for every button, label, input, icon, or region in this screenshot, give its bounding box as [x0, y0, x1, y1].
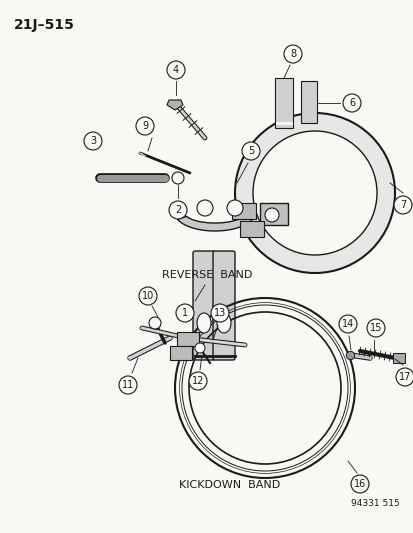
Circle shape	[242, 142, 259, 160]
Text: 13: 13	[214, 308, 225, 318]
Text: 10: 10	[142, 291, 154, 301]
Circle shape	[189, 372, 206, 390]
Circle shape	[395, 368, 413, 386]
Circle shape	[264, 208, 278, 222]
Text: 2: 2	[174, 205, 181, 215]
Circle shape	[171, 172, 183, 184]
Polygon shape	[166, 100, 183, 110]
Text: 94331 515: 94331 515	[350, 499, 399, 508]
FancyBboxPatch shape	[169, 346, 191, 360]
Circle shape	[195, 343, 204, 353]
FancyBboxPatch shape	[300, 81, 316, 123]
FancyBboxPatch shape	[176, 332, 198, 346]
Text: REVERSE  BAND: REVERSE BAND	[161, 270, 252, 280]
Circle shape	[366, 319, 384, 337]
Circle shape	[211, 304, 228, 322]
Circle shape	[393, 196, 411, 214]
Circle shape	[350, 475, 368, 493]
Text: 17: 17	[398, 372, 410, 382]
Text: 14: 14	[341, 319, 353, 329]
Circle shape	[84, 132, 102, 150]
Text: 15: 15	[369, 323, 381, 333]
Circle shape	[176, 304, 194, 322]
Polygon shape	[177, 216, 252, 231]
Text: 3: 3	[90, 136, 96, 146]
Circle shape	[119, 376, 137, 394]
Text: 21J–515: 21J–515	[14, 18, 75, 32]
Text: 16: 16	[353, 479, 365, 489]
Circle shape	[139, 287, 157, 305]
Circle shape	[283, 45, 301, 63]
Text: 7: 7	[399, 200, 405, 210]
Circle shape	[149, 317, 161, 329]
Polygon shape	[235, 113, 394, 273]
Circle shape	[338, 315, 356, 333]
Circle shape	[342, 94, 360, 112]
Ellipse shape	[216, 313, 230, 333]
Text: 11: 11	[121, 380, 134, 390]
Ellipse shape	[197, 313, 211, 333]
Circle shape	[166, 61, 185, 79]
Circle shape	[169, 201, 187, 219]
Text: 12: 12	[191, 376, 204, 386]
FancyBboxPatch shape	[212, 251, 235, 360]
Text: 6: 6	[348, 98, 354, 108]
Circle shape	[197, 200, 212, 216]
Text: 1: 1	[181, 308, 188, 318]
Text: 8: 8	[289, 49, 295, 59]
Text: KICKDOWN  BAND: KICKDOWN BAND	[179, 480, 280, 490]
FancyBboxPatch shape	[239, 221, 263, 237]
Circle shape	[136, 117, 154, 135]
FancyBboxPatch shape	[274, 78, 292, 128]
FancyBboxPatch shape	[392, 353, 404, 363]
Circle shape	[226, 200, 242, 216]
FancyBboxPatch shape	[259, 203, 287, 225]
Text: 4: 4	[173, 65, 179, 75]
FancyBboxPatch shape	[192, 251, 214, 360]
Text: 9: 9	[142, 121, 148, 131]
FancyBboxPatch shape	[232, 204, 256, 220]
Text: 5: 5	[247, 146, 254, 156]
